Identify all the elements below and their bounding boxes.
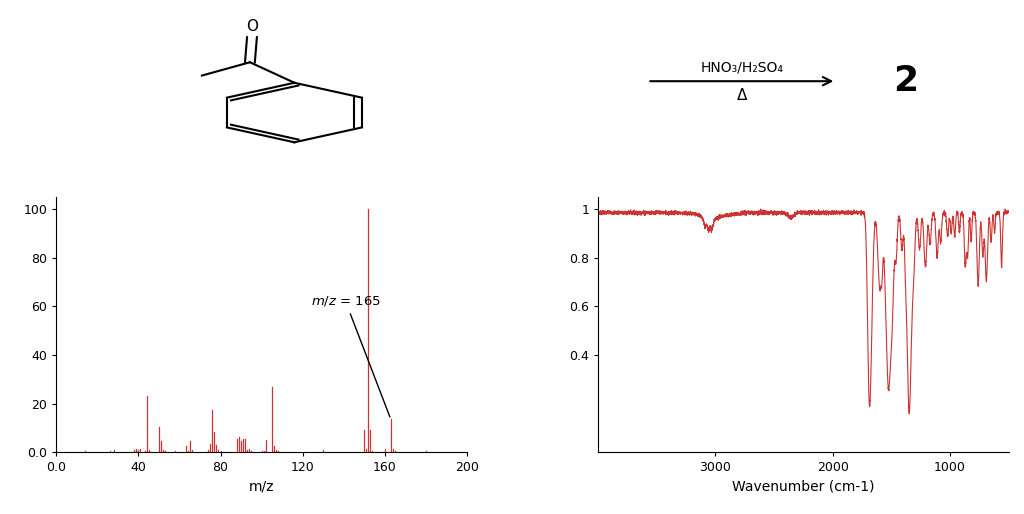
Text: O: O [246, 20, 258, 34]
Text: $m/z$ = 165: $m/z$ = 165 [310, 295, 390, 417]
Text: HNO₃/H₂SO₄: HNO₃/H₂SO₄ [700, 60, 783, 74]
X-axis label: m/z: m/z [249, 480, 274, 494]
X-axis label: Wavenumber (cm-1): Wavenumber (cm-1) [732, 480, 874, 494]
Text: 2: 2 [894, 64, 919, 98]
Text: Δ: Δ [736, 88, 748, 103]
